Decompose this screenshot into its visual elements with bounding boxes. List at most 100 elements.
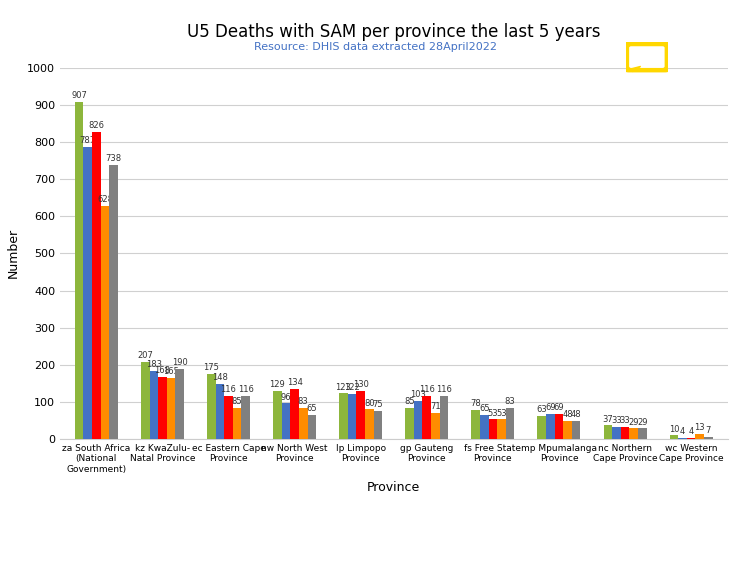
Bar bbox=[207, 374, 216, 439]
Bar bbox=[488, 419, 497, 439]
Bar bbox=[282, 404, 290, 439]
Bar bbox=[497, 419, 506, 439]
Bar bbox=[216, 384, 224, 439]
Text: 65: 65 bbox=[307, 404, 317, 413]
Text: 48: 48 bbox=[571, 410, 581, 419]
Text: 7: 7 bbox=[706, 426, 711, 435]
Bar bbox=[232, 408, 242, 439]
Text: 85: 85 bbox=[232, 397, 242, 406]
Bar bbox=[348, 394, 356, 439]
Text: 907: 907 bbox=[71, 91, 87, 100]
Text: 48: 48 bbox=[562, 410, 573, 419]
Text: 123: 123 bbox=[335, 383, 352, 392]
Text: 165: 165 bbox=[163, 367, 179, 376]
Bar bbox=[158, 377, 166, 439]
Bar bbox=[290, 390, 299, 439]
Text: 96: 96 bbox=[280, 392, 291, 401]
Bar bbox=[75, 102, 83, 439]
Text: 69: 69 bbox=[545, 403, 556, 412]
Bar bbox=[629, 428, 638, 439]
Bar bbox=[83, 147, 92, 439]
Text: 71: 71 bbox=[430, 402, 441, 411]
FancyBboxPatch shape bbox=[625, 43, 669, 71]
Text: 78: 78 bbox=[470, 399, 481, 408]
Bar bbox=[546, 413, 555, 439]
Bar bbox=[176, 369, 184, 439]
Text: 29: 29 bbox=[637, 418, 647, 427]
Text: 183: 183 bbox=[146, 360, 162, 369]
Bar bbox=[224, 396, 232, 439]
Text: 37: 37 bbox=[602, 414, 613, 423]
Bar bbox=[555, 413, 563, 439]
Text: 134: 134 bbox=[286, 378, 302, 387]
Text: 53: 53 bbox=[496, 409, 507, 418]
Text: 130: 130 bbox=[352, 380, 369, 389]
Bar bbox=[422, 396, 431, 439]
Text: 4: 4 bbox=[688, 427, 694, 436]
Text: 826: 826 bbox=[88, 122, 104, 131]
Bar bbox=[339, 394, 348, 439]
Text: 65: 65 bbox=[479, 404, 490, 413]
Bar bbox=[405, 408, 414, 439]
Text: 738: 738 bbox=[106, 154, 122, 163]
Text: 116: 116 bbox=[419, 385, 435, 394]
Bar bbox=[506, 408, 515, 439]
FancyBboxPatch shape bbox=[629, 46, 664, 68]
X-axis label: Province: Province bbox=[368, 481, 420, 494]
Bar bbox=[572, 421, 580, 439]
Bar bbox=[678, 437, 687, 439]
Text: 148: 148 bbox=[212, 373, 228, 382]
Y-axis label: Number: Number bbox=[8, 228, 20, 279]
Text: 29: 29 bbox=[628, 418, 639, 427]
Text: Resource: DHIS data extracted 28April2022: Resource: DHIS data extracted 28April202… bbox=[254, 42, 496, 52]
Polygon shape bbox=[632, 66, 640, 72]
Bar bbox=[100, 206, 109, 439]
Bar bbox=[670, 435, 678, 439]
Bar bbox=[687, 437, 695, 439]
Text: 83: 83 bbox=[505, 397, 515, 406]
Bar bbox=[92, 132, 100, 439]
Bar bbox=[480, 415, 488, 439]
Text: 116: 116 bbox=[220, 385, 236, 394]
Text: 168: 168 bbox=[154, 366, 170, 375]
Bar bbox=[638, 428, 646, 439]
Bar bbox=[563, 421, 572, 439]
Text: 13: 13 bbox=[694, 423, 705, 432]
Bar bbox=[308, 415, 316, 439]
Bar bbox=[621, 427, 629, 439]
Text: 190: 190 bbox=[172, 358, 188, 367]
Text: 53: 53 bbox=[488, 409, 498, 418]
Text: 122: 122 bbox=[344, 383, 360, 392]
Bar bbox=[440, 396, 448, 439]
Text: 10: 10 bbox=[669, 425, 680, 434]
Text: 69: 69 bbox=[554, 403, 564, 412]
Bar bbox=[414, 401, 422, 439]
Title: U5 Deaths with SAM per province the last 5 years: U5 Deaths with SAM per province the last… bbox=[187, 23, 601, 41]
Text: 116: 116 bbox=[238, 385, 254, 394]
Bar bbox=[431, 413, 439, 439]
Bar bbox=[356, 391, 365, 439]
Bar bbox=[299, 408, 307, 439]
Bar bbox=[273, 391, 282, 439]
Bar bbox=[141, 362, 149, 439]
Text: 80: 80 bbox=[364, 399, 374, 408]
Bar bbox=[110, 165, 118, 439]
Bar bbox=[695, 434, 704, 439]
Text: 175: 175 bbox=[203, 363, 219, 372]
Text: 75: 75 bbox=[373, 400, 383, 409]
Bar bbox=[374, 411, 382, 439]
Text: 4: 4 bbox=[680, 427, 686, 436]
Bar bbox=[365, 409, 374, 439]
Bar bbox=[242, 396, 250, 439]
Text: 129: 129 bbox=[269, 381, 285, 390]
Bar bbox=[472, 410, 480, 439]
Bar bbox=[612, 427, 621, 439]
Text: 116: 116 bbox=[436, 385, 452, 394]
Text: 787: 787 bbox=[80, 136, 96, 145]
Text: 33: 33 bbox=[611, 416, 622, 425]
Bar bbox=[704, 436, 712, 439]
Text: 103: 103 bbox=[410, 390, 426, 399]
Text: 33: 33 bbox=[620, 416, 631, 425]
Text: 63: 63 bbox=[536, 405, 548, 414]
Text: 85: 85 bbox=[404, 397, 415, 406]
